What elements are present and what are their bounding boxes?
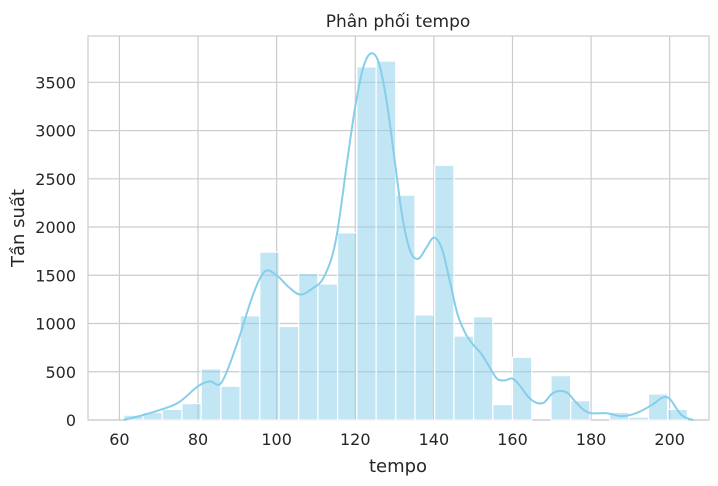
chart-title: Phân phối tempo — [326, 11, 471, 32]
y-tick-label: 3000 — [35, 122, 76, 141]
histogram-bar — [472, 316, 494, 421]
kde-curve — [123, 52, 694, 421]
histogram-bar — [356, 66, 377, 421]
x-axis-title: tempo — [369, 456, 427, 477]
histogram-bar — [278, 325, 300, 421]
histogram-bar — [181, 402, 202, 421]
y-tick-labels: 0 500 1000 1500 2000 2500 3000 3500 — [35, 73, 76, 430]
y-tick-label: 3500 — [35, 73, 76, 92]
histogram-bar — [570, 400, 591, 421]
x-tick-label: 160 — [497, 430, 528, 449]
x-tick-label: 140 — [419, 430, 450, 449]
histogram-bar — [453, 335, 475, 421]
histogram-bar — [434, 164, 455, 421]
histogram-bar — [220, 385, 241, 421]
histogram-bar — [375, 60, 397, 421]
y-tick-label: 2500 — [35, 170, 76, 189]
x-tick-label: 100 — [261, 430, 292, 449]
histogram-bar — [239, 315, 261, 421]
histogram-bar — [317, 283, 339, 421]
y-tick-label: 0 — [66, 411, 76, 430]
histogram-bar — [550, 375, 572, 421]
histogram-bars — [123, 60, 688, 421]
histogram-bar — [628, 416, 650, 421]
histogram-bar — [414, 314, 436, 421]
histogram-bar — [161, 408, 183, 421]
histogram-bar — [492, 403, 514, 421]
y-tick-label: 1000 — [35, 315, 76, 334]
x-tick-label: 80 — [188, 430, 208, 449]
y-tick-label: 500 — [45, 363, 76, 382]
histogram-bar — [259, 251, 280, 421]
histogram-bar — [200, 368, 222, 421]
x-tick-label: 200 — [654, 430, 685, 449]
histogram-bar — [336, 232, 358, 421]
x-tick-label: 60 — [109, 430, 129, 449]
kde-curve-layer — [123, 52, 694, 421]
y-tick-label: 2000 — [35, 218, 76, 237]
x-tick-label: 180 — [576, 430, 607, 449]
y-axis-title: Tần suất — [8, 189, 29, 268]
x-tick-labels: 60 80 100 120 140 160 180 200 — [109, 430, 685, 449]
y-tick-label: 1500 — [35, 266, 76, 285]
x-tick-label: 120 — [340, 430, 371, 449]
